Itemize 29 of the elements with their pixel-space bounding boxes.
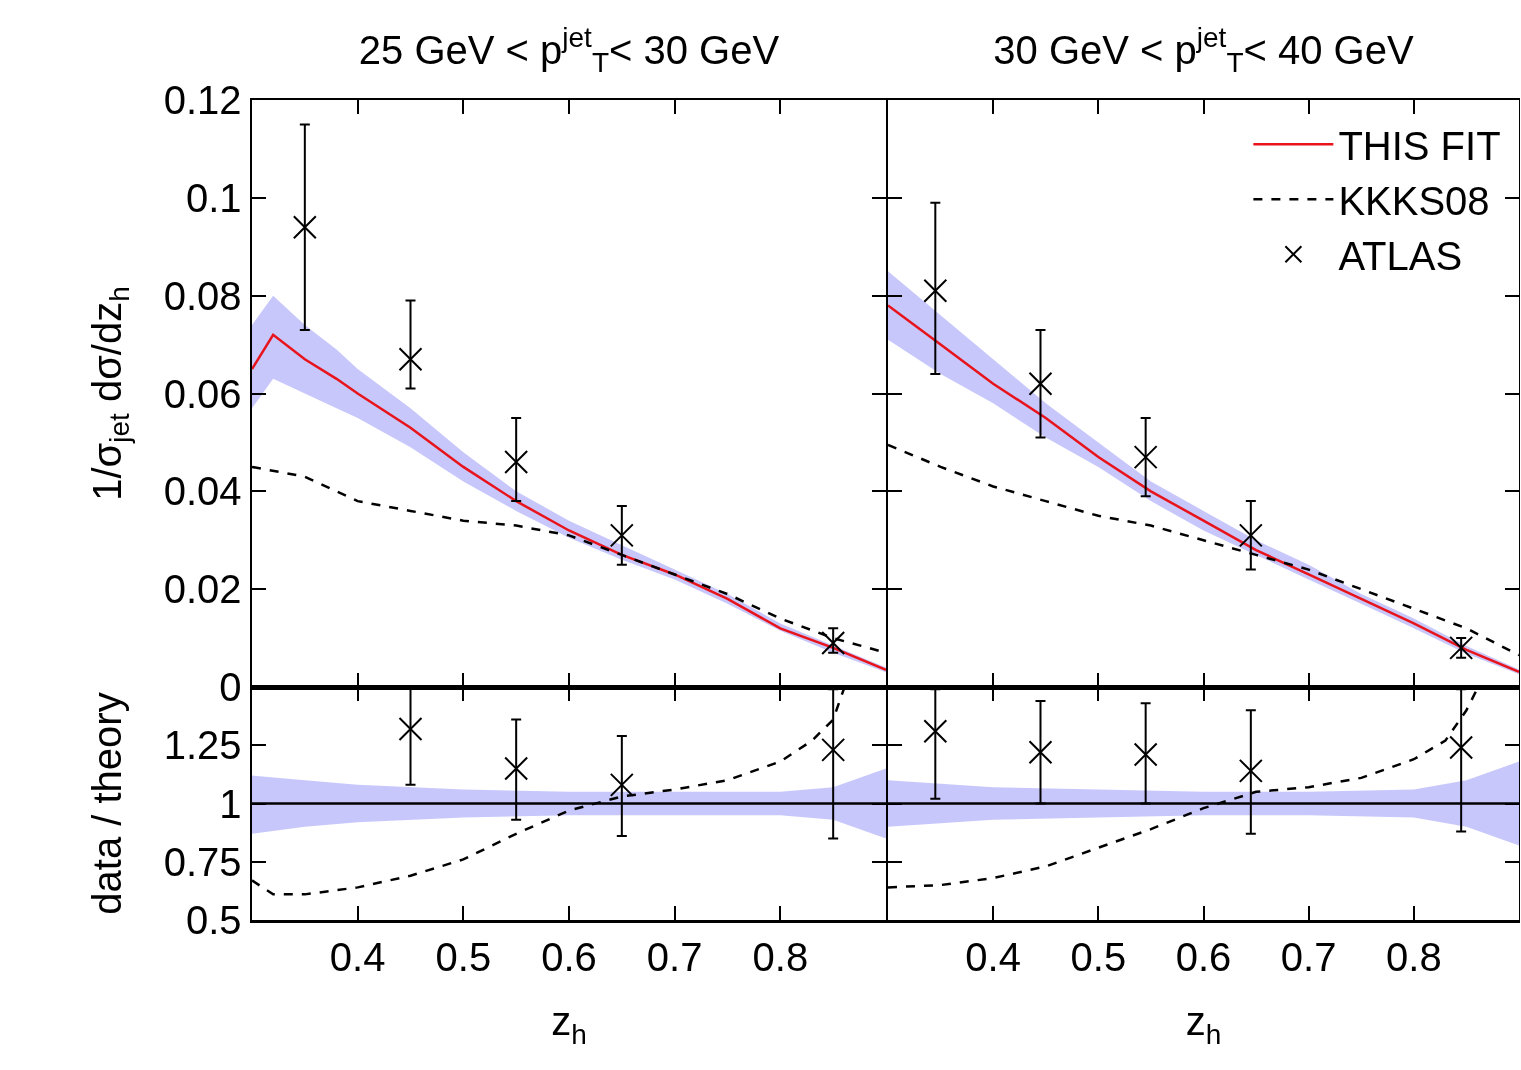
- y-axis-title: data / theory: [84, 692, 129, 915]
- x-tick-label: 0.5: [1070, 934, 1127, 979]
- x-tick-label: 0.4: [329, 934, 386, 979]
- y-tick-label: 0.08: [163, 273, 242, 318]
- x-tick-label: 0.8: [1386, 934, 1442, 979]
- y-tick-label: 0.06: [163, 371, 242, 416]
- legend-label: ATLAS: [1338, 233, 1463, 278]
- legend-label: THIS FIT: [1338, 123, 1501, 168]
- y-tick-label: 0.12: [163, 78, 242, 122]
- y-tick-label: 1: [219, 781, 242, 826]
- x-tick-label: 0.8: [752, 934, 809, 979]
- y-tick-label: 0.1: [185, 175, 242, 220]
- x-axis-title: z$_{h}$: [1185, 999, 1222, 1050]
- y-tick-label: 0.02: [163, 567, 242, 612]
- x-tick-label: 0.5: [435, 934, 492, 979]
- chart-title: 25 GeV < p$^{jet}$$_{T}$< 30 GeV: [358, 22, 780, 79]
- x-tick-label: 0.6: [1175, 934, 1232, 979]
- y-tick-label: 0.5: [185, 898, 242, 942]
- x-tick-label: 0.6: [541, 934, 597, 979]
- x-tick-label: 0.7: [646, 934, 703, 979]
- x-axis-title: z$_{h}$: [551, 999, 587, 1050]
- x-tick-label: 0.7: [1280, 934, 1337, 979]
- y-tick-label: 0: [219, 665, 242, 709]
- y-tick-label: 0.75: [163, 839, 242, 884]
- x-tick-label: 0.4: [965, 934, 1021, 979]
- y-tick-label: 1.25: [163, 723, 242, 768]
- legend-label: KKKS08: [1338, 178, 1490, 223]
- chart-title: 30 GeV < p$^{jet}$$_{T}$< 40 GeV: [993, 22, 1414, 79]
- y-tick-label: 0.04: [163, 469, 242, 514]
